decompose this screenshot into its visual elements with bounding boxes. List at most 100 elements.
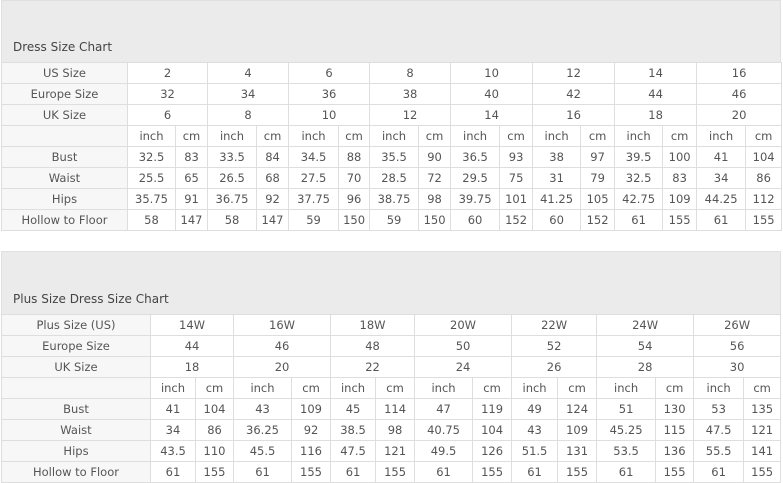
row-label: Europe Size [1, 83, 128, 105]
unit-cm: cm [557, 377, 598, 399]
measure-cell: 31 [532, 167, 582, 189]
measure-row: Hollow to Floor 61 155 61 155 61 155 61 155 61 155… [1, 461, 782, 483]
size-cell: 18 [614, 104, 698, 126]
measure-cell: 43 [511, 419, 559, 441]
unit-row: inch cm inch cm inch cm inch cm inch cm inch cm inch… [1, 377, 782, 399]
size-row: US Size 2 4 6 8 10 12 14 16 [1, 62, 783, 84]
unit-inch: inch [693, 377, 745, 399]
row-label: Plus Size (US) [1, 314, 151, 336]
measure-row: Hips 43.5 110 45.5 116 47.5 121 49.5 126 51.5 131 5… [1, 440, 782, 462]
measure-row: Hips 35.75 91 36.75 92 37.75 96 38.75 98 39.75 101… [1, 188, 783, 210]
measure-cell: 91 [174, 188, 209, 210]
size-cell: 18W [330, 314, 416, 336]
measure-cell: 155 [472, 461, 513, 483]
measure-cell: 60 [450, 209, 501, 231]
measure-cell: 33.5 [207, 146, 258, 168]
measure-cell: 75 [499, 167, 534, 189]
row-label [1, 125, 128, 147]
measure-cell: 126 [472, 440, 513, 462]
measure-cell: 61 [150, 461, 196, 483]
size-cell: 56 [693, 335, 782, 357]
unit-cm: cm [655, 377, 695, 399]
measure-cell: 155 [557, 461, 598, 483]
measure-cell: 90 [418, 146, 452, 168]
size-cell: 20 [233, 356, 332, 378]
size-cell: 6 [288, 62, 371, 84]
row-label: UK Size [1, 356, 151, 378]
size-cell: 44 [614, 83, 698, 105]
measure-cell: 83 [174, 146, 209, 168]
size-cell: 24 [414, 356, 513, 378]
measure-cell: 88 [338, 146, 371, 168]
measure-cell: 36.5 [450, 146, 501, 168]
measure-cell: 93 [499, 146, 534, 168]
measure-cell: 104 [472, 419, 513, 441]
measure-cell: 121 [375, 440, 416, 462]
measure-cell: 61 [233, 461, 293, 483]
measure-cell: 155 [291, 461, 332, 483]
measure-cell: 39.5 [614, 146, 664, 168]
size-cell: 22 [330, 356, 416, 378]
measure-cell: 49 [511, 398, 559, 420]
row-label: Hollow to Floor [1, 461, 151, 483]
measure-row: Bust 32.5 83 33.5 84 34.5 88 35.5 90 36.5 93 38 97 39… [1, 146, 783, 168]
measure-cell: 150 [418, 209, 452, 231]
size-cell: 42 [532, 83, 616, 105]
measure-cell: 114 [375, 398, 416, 420]
measure-cell: 28.5 [369, 167, 420, 189]
measure-cell: 109 [557, 419, 598, 441]
size-cell: 26W [693, 314, 782, 336]
measure-cell: 58 [127, 209, 176, 231]
size-cell: 48 [330, 335, 416, 357]
measure-cell: 155 [743, 461, 782, 483]
measure-cell: 109 [662, 188, 698, 210]
size-cell: 44 [149, 335, 235, 357]
measure-cell: 155 [375, 461, 416, 483]
measure-cell: 27.5 [288, 167, 340, 189]
size-cell: 8 [369, 62, 452, 84]
measure-cell: 38.75 [369, 188, 420, 210]
unit-cm: cm [418, 125, 452, 147]
measure-cell: 86 [194, 419, 235, 441]
measure-cell: 42.75 [614, 188, 664, 210]
chart-title: Plus Size Dress Size Chart [13, 292, 169, 306]
row-label: Hollow to Floor [1, 209, 128, 231]
measure-cell: 61 [596, 461, 657, 483]
size-cell: 26 [511, 356, 598, 378]
measure-cell: 51.5 [511, 440, 559, 462]
measure-cell: 65 [174, 167, 209, 189]
measure-cell: 61 [614, 209, 664, 231]
measure-cell: 101 [499, 188, 534, 210]
measure-cell: 41 [150, 398, 196, 420]
size-cell: 20 [696, 104, 783, 126]
measure-cell: 34 [150, 419, 196, 441]
unit-inch: inch [233, 377, 293, 399]
chart-header: Dress Size Chart [1, 0, 781, 62]
size-cell: 46 [233, 335, 332, 357]
measure-cell: 47.5 [330, 440, 377, 462]
size-cell: 18 [149, 356, 235, 378]
measure-cell: 49.5 [414, 440, 474, 462]
size-cell: 24W [596, 314, 695, 336]
measure-cell: 59 [369, 209, 420, 231]
measure-cell: 119 [472, 398, 513, 420]
measure-cell: 38 [532, 146, 582, 168]
size-cell: 8 [207, 104, 290, 126]
measure-cell: 35.75 [127, 188, 176, 210]
row-label: Waist [1, 167, 128, 189]
measure-cell: 83 [662, 167, 698, 189]
size-table: Plus Size (US) 14W 16W 18W 20W 22W 24W 26W Europ… [1, 314, 782, 483]
measure-row: Hollow to Floor 58 147 58 147 59 150 59 150 60 152… [1, 209, 783, 231]
size-cell: 52 [511, 335, 598, 357]
measure-cell: 92 [256, 188, 290, 210]
measure-cell: 29.5 [450, 167, 501, 189]
row-label: Bust [1, 146, 128, 168]
measure-cell: 37.75 [288, 188, 340, 210]
measure-cell: 100 [662, 146, 698, 168]
measure-row: Waist 25.5 65 26.5 68 27.5 70 28.5 72 29.5 75 31 79 3… [1, 167, 783, 189]
measure-cell: 51 [596, 398, 657, 420]
unit-inch: inch [511, 377, 559, 399]
size-cell: 16W [233, 314, 332, 336]
unit-inch: inch [150, 377, 196, 399]
measure-cell: 124 [557, 398, 598, 420]
